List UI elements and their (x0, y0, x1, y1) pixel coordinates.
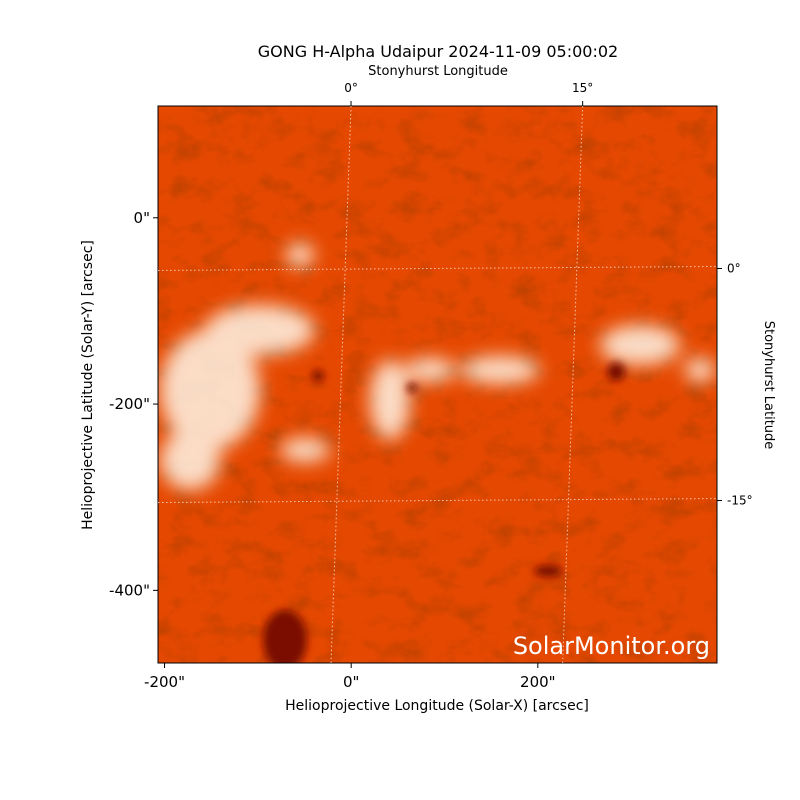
grid-line (562, 105, 584, 664)
watermark: SolarMonitor.org (513, 632, 710, 660)
y2-label: Stonyhurst Latitude (761, 321, 776, 450)
y-tick-label: 0" (134, 209, 150, 227)
x2-tick-label: 15° (572, 81, 593, 95)
grid-line (157, 265, 718, 271)
x2-tick-label: 0° (344, 81, 358, 95)
y2-tick-label: -15° (727, 494, 753, 508)
y-tick-label: -200" (109, 395, 150, 413)
chart-title: GONG H-Alpha Udaipur 2024-11-09 05:00:02 (258, 42, 618, 61)
grid-line (157, 498, 718, 504)
x-tick-label: 0" (343, 673, 359, 691)
plot-frame (157, 105, 718, 664)
grid-line (330, 105, 352, 664)
solar-image: SolarMonitor.org (158, 106, 717, 663)
x-tick-label: 200" (520, 673, 556, 691)
y-tick-label: -400" (109, 581, 150, 599)
x-label: Helioprojective Longitude (Solar-X) [arc… (285, 698, 589, 714)
x-tick-label: -200" (144, 673, 185, 691)
x2-label: Stonyhurst Longitude (368, 64, 508, 79)
y-label: Helioprojective Latitude (Solar-Y) [arcs… (80, 240, 96, 530)
y2-tick-label: 0° (727, 261, 741, 275)
